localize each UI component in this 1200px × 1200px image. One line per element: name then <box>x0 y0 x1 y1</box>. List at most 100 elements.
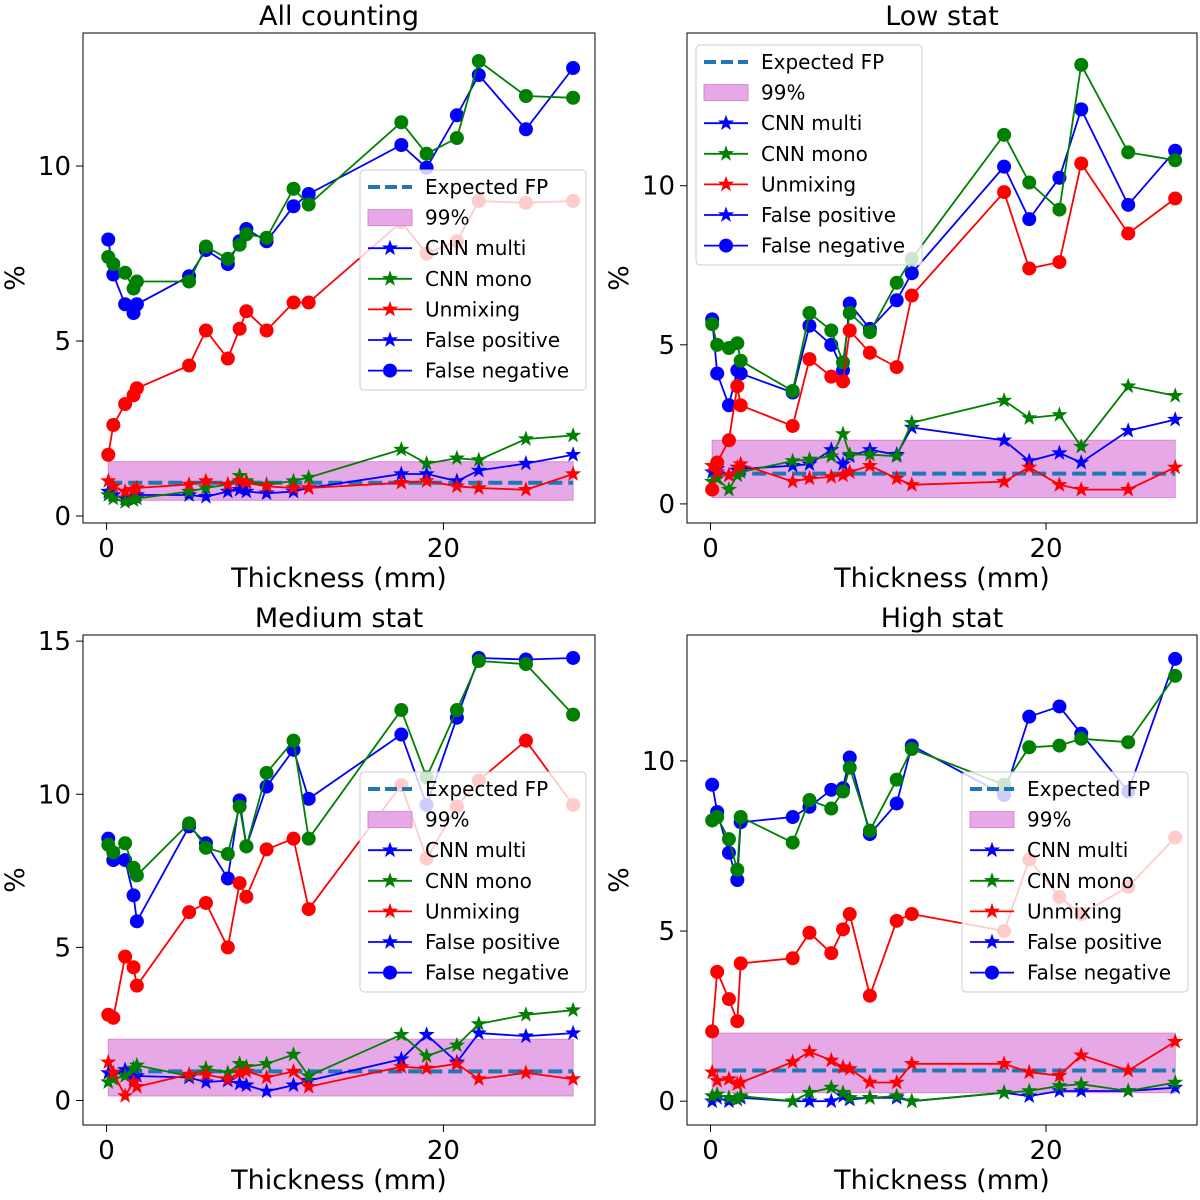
point-unmixing-false-negative <box>232 321 247 336</box>
point-unmixing-false-positive <box>393 474 410 490</box>
point-cnn-multi-false-negative <box>997 159 1012 174</box>
point-cnn-multi-false-negative <box>518 122 533 137</box>
point-unmixing-false-positive <box>258 1069 275 1085</box>
point-unmixing-false-positive <box>841 463 858 479</box>
point-unmixing-false-positive <box>784 1053 801 1069</box>
legend-box <box>359 169 587 391</box>
point-unmixing-false-negative <box>259 323 274 338</box>
point-unmixing-false-positive <box>861 1074 878 1090</box>
point-cnn-mono-false-negative <box>836 784 851 799</box>
point-cnn-mono-false-negative <box>106 845 121 860</box>
point-unmixing-false-positive <box>903 1055 920 1071</box>
point-cnn-mono-false-positive <box>1073 1075 1090 1091</box>
point-unmixing-false-negative <box>118 949 133 964</box>
point-cnn-multi-false-positive <box>258 1082 275 1099</box>
point-unmixing-false-negative <box>824 369 839 384</box>
legend-box <box>695 44 923 266</box>
point-cnn-mono-false-negative <box>1168 153 1183 168</box>
x-tick-label: 20 <box>1029 1136 1062 1166</box>
point-cnn-multi-false-positive <box>1167 411 1184 427</box>
point-cnn-multi-false-positive <box>834 455 852 471</box>
point-unmixing-false-negative <box>824 946 839 961</box>
point-unmixing-false-negative <box>220 940 235 955</box>
x-tick-label: 0 <box>702 1136 719 1166</box>
point-cnn-mono-false-negative <box>518 657 533 672</box>
point-unmixing-false-positive <box>888 1074 905 1090</box>
point-unmixing-false-negative <box>997 185 1012 200</box>
legend-handle-star <box>717 114 735 131</box>
legend-label-unmixing: Unmixing <box>761 172 856 196</box>
point-unmixing-false-positive <box>393 1058 410 1074</box>
point-cnn-mono-false-positive <box>834 425 852 441</box>
point-cnn-mono-false-negative <box>1121 145 1136 160</box>
point-unmixing-false-negative <box>785 951 800 966</box>
point-cnn-mono-false-negative <box>394 115 409 130</box>
legend-label-cnn-mono: CNN mono <box>761 142 868 166</box>
point-cnn-multi-false-negative <box>1121 197 1136 212</box>
point-unmixing-false-negative <box>259 842 274 857</box>
point-cnn-multi-false-negative <box>802 318 817 333</box>
point-cnn-mono-false-negative <box>286 733 301 748</box>
point-cnn-multi-false-negative <box>566 61 581 75</box>
point-cnn-mono-false-positive <box>300 1067 317 1083</box>
point-unmixing-false-positive <box>801 1043 818 1059</box>
legend: Expected FP 99% CNN multi CNN mono Unmixing F… <box>961 771 1189 993</box>
point-unmixing-false-positive <box>1167 458 1184 475</box>
point-unmixing-false-positive <box>300 479 317 495</box>
point-cnn-mono-false-negative <box>239 839 254 854</box>
point-unmixing-false-positive <box>729 1075 746 1091</box>
x-axis-label: Thickness (mm) <box>230 563 447 594</box>
point-cnn-mono-false-negative <box>301 197 316 212</box>
point-cnn-multi-false-negative <box>842 750 857 765</box>
point-cnn-mono-false-positive <box>117 493 134 509</box>
point-cnn-multi-false-negative <box>449 108 464 123</box>
point-unmixing-false-positive <box>732 455 749 471</box>
point-unmixing-false-negative <box>862 988 877 1003</box>
point-cnn-mono-false-positive <box>784 452 801 468</box>
point-cnn-multi-false-positive <box>996 431 1013 448</box>
point-cnn-multi-false-negative <box>730 873 745 887</box>
point-unmixing-false-positive <box>128 1078 145 1094</box>
point-cnn-multi-false-negative <box>889 796 904 811</box>
point-cnn-mono-false-positive <box>117 1067 134 1083</box>
point-unmixing-false-positive <box>1167 1033 1184 1049</box>
point-cnn-mono-false-negative <box>118 836 133 851</box>
point-unmixing-false-positive <box>100 472 117 488</box>
point-unmixing-false-positive <box>1120 1062 1137 1078</box>
point-unmixing-false-negative <box>705 482 720 497</box>
point-cnn-mono-false-negative <box>419 146 434 161</box>
point-cnn-multi-false-negative <box>106 267 121 282</box>
point-cnn-mono-false-negative <box>862 325 877 340</box>
point-unmixing-false-negative <box>198 895 213 910</box>
point-unmixing-false-positive <box>996 473 1013 489</box>
point-cnn-mono-false-negative <box>802 793 817 808</box>
point-cnn-multi-false-positive <box>517 1027 534 1044</box>
point-cnn-mono-false-negative <box>471 654 486 669</box>
point-cnn-mono-false-positive <box>128 1056 145 1073</box>
point-cnn-multi-false-negative <box>129 297 144 312</box>
point-cnn-mono-false-positive <box>125 491 142 508</box>
point-cnn-multi-false-positive <box>1073 1082 1090 1098</box>
point-unmixing-false-positive <box>125 481 142 497</box>
point-cnn-mono-false-positive <box>418 455 435 471</box>
point-cnn-mono-false-positive <box>100 486 117 502</box>
point-unmixing-false-negative <box>889 360 904 375</box>
point-cnn-mono-false-positive <box>470 1015 487 1031</box>
point-cnn-multi-false-negative <box>710 366 725 381</box>
point-unmixing-false-negative <box>842 907 857 922</box>
point-unmixing-false-negative <box>733 398 748 413</box>
point-cnn-mono-false-negative <box>220 251 235 266</box>
point-unmixing-false-negative <box>106 1010 121 1025</box>
point-unmixing-false-positive <box>1073 1046 1090 1063</box>
point-cnn-mono-false-negative <box>802 306 817 320</box>
point-unmixing-false-negative <box>106 418 121 432</box>
point-cnn-mono-false-positive <box>996 392 1013 408</box>
legend-label-cnn-multi: CNN multi <box>761 111 862 135</box>
point-cnn-multi-false-positive <box>823 1092 840 1109</box>
point-unmixing-false-positive <box>125 1073 142 1089</box>
point-cnn-multi-false-negative <box>1168 651 1183 666</box>
point-cnn-mono-false-positive <box>1051 406 1068 422</box>
point-cnn-mono-false-positive <box>709 470 726 486</box>
point-unmixing-false-negative <box>232 876 247 891</box>
point-unmixing-false-positive <box>517 1064 534 1080</box>
